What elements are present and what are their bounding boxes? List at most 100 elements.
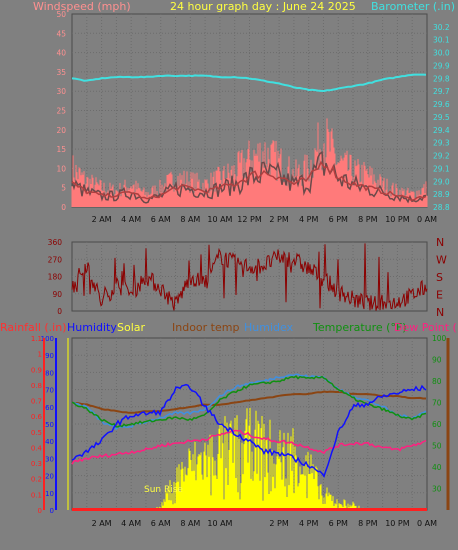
humidity-tick-label: 80: [45, 369, 54, 377]
baro-tick-label: 30.1: [433, 36, 450, 45]
direction-degree-ticks: 0 90 180 270 360: [48, 238, 63, 316]
windspeed-axis-title: Windspeed (mph): [33, 0, 131, 13]
time-tick-label: 4 AM: [121, 519, 141, 528]
baro-tick-label: 29.2: [433, 152, 450, 161]
compass-letter: N: [436, 306, 444, 319]
rain-tick-label: 1.1: [31, 335, 42, 343]
humidity-tick-label: 20: [45, 473, 54, 481]
time-tick-label: 8 PM: [358, 519, 377, 528]
rain-tick-label: 0.8: [31, 382, 42, 390]
sunrise-label: Sun Rise: [144, 485, 183, 495]
speed-tick-label: 45: [56, 29, 66, 38]
baro-tick-label: 28.9: [433, 190, 450, 199]
humidex-legend: Humidex: [244, 321, 294, 334]
time-tick-label: 0 AM: [417, 215, 437, 224]
dewpoint-line: [71, 429, 427, 465]
indoor-temp-line: [71, 390, 426, 414]
rain-baseline: [72, 508, 427, 511]
temp-tick-label: 30: [432, 485, 442, 494]
baro-tick-label: 29.3: [433, 139, 450, 148]
speed-tick-label: 35: [56, 68, 66, 77]
rain-tick-label: 0.3: [31, 460, 42, 468]
temp-tick-label: 60: [432, 420, 442, 429]
time-tick-label: 8 PM: [358, 215, 377, 224]
degree-tick-label: 90: [52, 290, 62, 299]
baro-tick-label: 30.0: [433, 49, 450, 58]
temp-tick-label: 70: [432, 399, 442, 408]
time-tick-label: 10 AM: [207, 519, 232, 528]
barometer-ticks: 28.8 28.9 29.0 29.1 29.2 29.3 29.4 29.5 29.6 29.7…: [433, 23, 450, 212]
rain-tick-label: 0.7: [31, 398, 42, 406]
time-tick-label: 10 PM: [385, 519, 410, 528]
speed-tick-label: 15: [56, 145, 66, 154]
wind-time-labels: 2 AM 4 AM 6 AM 8 AM 10 AM 12 PM 2 PM 4 PM 6 PM 8 …: [92, 215, 438, 224]
time-tick-label: 2 PM: [269, 519, 288, 528]
wind-direction-line: [71, 243, 428, 311]
time-tick-label: 12 PM: [237, 215, 262, 224]
humidex-line: [71, 373, 427, 431]
humidity-tick-label: 50: [45, 421, 54, 429]
speed-tick-label: 40: [56, 49, 66, 58]
humidity-tick-label: 60: [45, 404, 54, 412]
temp-humidity-panel: 0 0.1 0.2 0.3 0.4 0.5 0.6 0.7 0.8 0.9 1 1.1 0 10 20 30 4…: [0, 321, 458, 528]
compass-letter: S: [436, 271, 443, 284]
barometer-line: [71, 73, 427, 93]
degree-tick-label: 180: [48, 273, 63, 282]
time-tick-label: 8 AM: [180, 519, 200, 528]
speed-tick-label: 30: [56, 87, 66, 96]
time-tick-label: 4 PM: [299, 215, 318, 224]
rain-tick-label: 0: [38, 507, 42, 515]
compass-letter: W: [436, 254, 447, 267]
temp-axis-ticks: 0 0.1 0.2 0.3 0.4 0.5 0.6 0.7 0.8 0.9 1 1.1 0 10 20 30 4…: [31, 334, 447, 515]
time-tick-label: 6 AM: [151, 519, 171, 528]
temp-tick-label: 80: [432, 377, 442, 386]
baro-tick-label: 29.5: [433, 113, 450, 122]
humidity-tick-label: 90: [45, 352, 54, 360]
dewpoint-legend: Dew Point (°F): [394, 321, 458, 334]
baro-tick-label: 29.6: [433, 100, 450, 109]
time-tick-label: 2 PM: [269, 215, 288, 224]
indoor-temp-legend: Indoor temp: [172, 321, 239, 334]
temp-tick-label: 50: [432, 442, 442, 451]
humidity-tick-label: 10: [45, 490, 54, 498]
temp-tick-label: 40: [432, 463, 442, 472]
temp-tick-label: 90: [432, 356, 442, 365]
compass-letter: E: [436, 289, 443, 302]
speed-tick-label: 0: [61, 203, 66, 212]
rain-tick-label: 0.5: [31, 429, 42, 437]
rain-tick-label: 0.9: [31, 366, 42, 374]
temp-tick-label: 100: [432, 334, 447, 343]
baro-tick-label: 28.8: [433, 203, 450, 212]
humidity-tick-label: 40: [45, 438, 54, 446]
baro-tick-label: 29.0: [433, 177, 450, 186]
time-tick-label: 4 PM: [299, 519, 318, 528]
speed-tick-label: 10: [56, 164, 66, 173]
solar-legend: Solar: [117, 321, 146, 334]
humidity-line: [71, 383, 427, 478]
degree-tick-label: 270: [48, 255, 63, 264]
baro-tick-label: 30.2: [433, 23, 450, 32]
time-tick-label: 4 AM: [121, 215, 141, 224]
time-tick-label: 2 AM: [92, 519, 112, 528]
degree-tick-label: 360: [48, 238, 63, 247]
direction-series: [71, 243, 428, 311]
baro-tick-label: 29.7: [433, 87, 450, 96]
degree-tick-label: 0: [57, 307, 62, 316]
speed-tick-label: 25: [56, 107, 66, 116]
temp-series: [71, 373, 427, 510]
baro-tick-label: 29.4: [433, 126, 450, 135]
time-tick-label: 6 AM: [151, 215, 171, 224]
humidity-tick-label: 0: [50, 507, 54, 515]
compass-letter: N: [436, 236, 444, 249]
baro-tick-label: 29.8: [433, 74, 450, 83]
rain-tick-label: 0.2: [31, 476, 42, 484]
speed-tick-label: 50: [56, 10, 66, 19]
barometer-axis-title: Barometer (.in): [371, 0, 455, 13]
rain-tick-label: 1: [38, 351, 42, 359]
temperature-legend: Temperature (°F): [312, 321, 407, 334]
time-tick-label: 6 PM: [329, 215, 348, 224]
temp-time-labels: 2 AM 4 AM 6 AM 8 AM 10 AM 2 PM 4 PM 6 PM 8 PM 10 …: [92, 519, 438, 528]
